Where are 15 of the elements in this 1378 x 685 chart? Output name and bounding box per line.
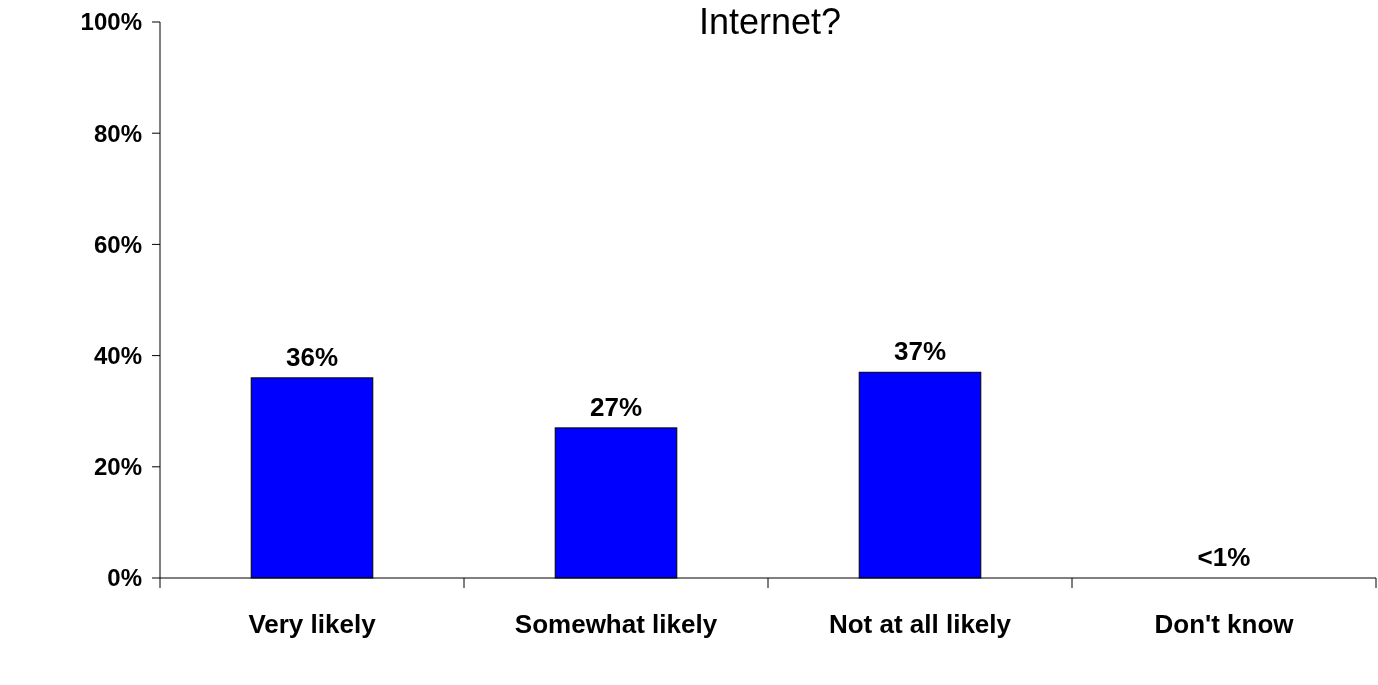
y-tick-label: 100% bbox=[80, 8, 142, 36]
y-tick-label: 80% bbox=[93, 119, 142, 147]
y-tick-label: 40% bbox=[93, 342, 142, 369]
chart-title: Internet? bbox=[698, 1, 842, 42]
y-tick-label: 20% bbox=[93, 453, 142, 481]
x-tick-label: Very likely bbox=[248, 609, 377, 639]
x-tick-label: Not at all likely bbox=[828, 609, 1012, 639]
data-label: 36% bbox=[285, 341, 339, 372]
x-tick-label: Somewhat likely bbox=[514, 609, 718, 639]
y-tick-label: 60% bbox=[93, 230, 142, 258]
y-tick-label: 0% bbox=[107, 564, 142, 592]
data-label: 27% bbox=[589, 391, 643, 422]
x-tick-label: Don't know bbox=[1154, 609, 1295, 639]
data-label: <1% bbox=[1197, 542, 1251, 572]
data-label: 37% bbox=[893, 336, 947, 367]
